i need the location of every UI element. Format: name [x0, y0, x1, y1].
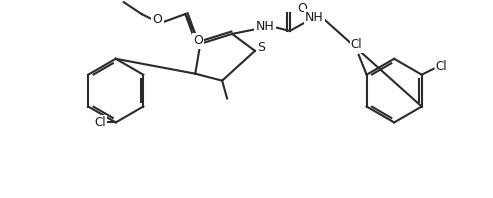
Text: NH: NH [255, 20, 274, 33]
Text: Cl: Cl [94, 116, 106, 129]
Text: O: O [297, 2, 307, 15]
Text: NH: NH [305, 10, 324, 24]
Text: O: O [152, 12, 162, 26]
Text: O: O [193, 34, 203, 47]
Text: S: S [257, 41, 265, 54]
Text: Cl: Cl [351, 38, 362, 51]
Text: Cl: Cl [436, 60, 448, 73]
